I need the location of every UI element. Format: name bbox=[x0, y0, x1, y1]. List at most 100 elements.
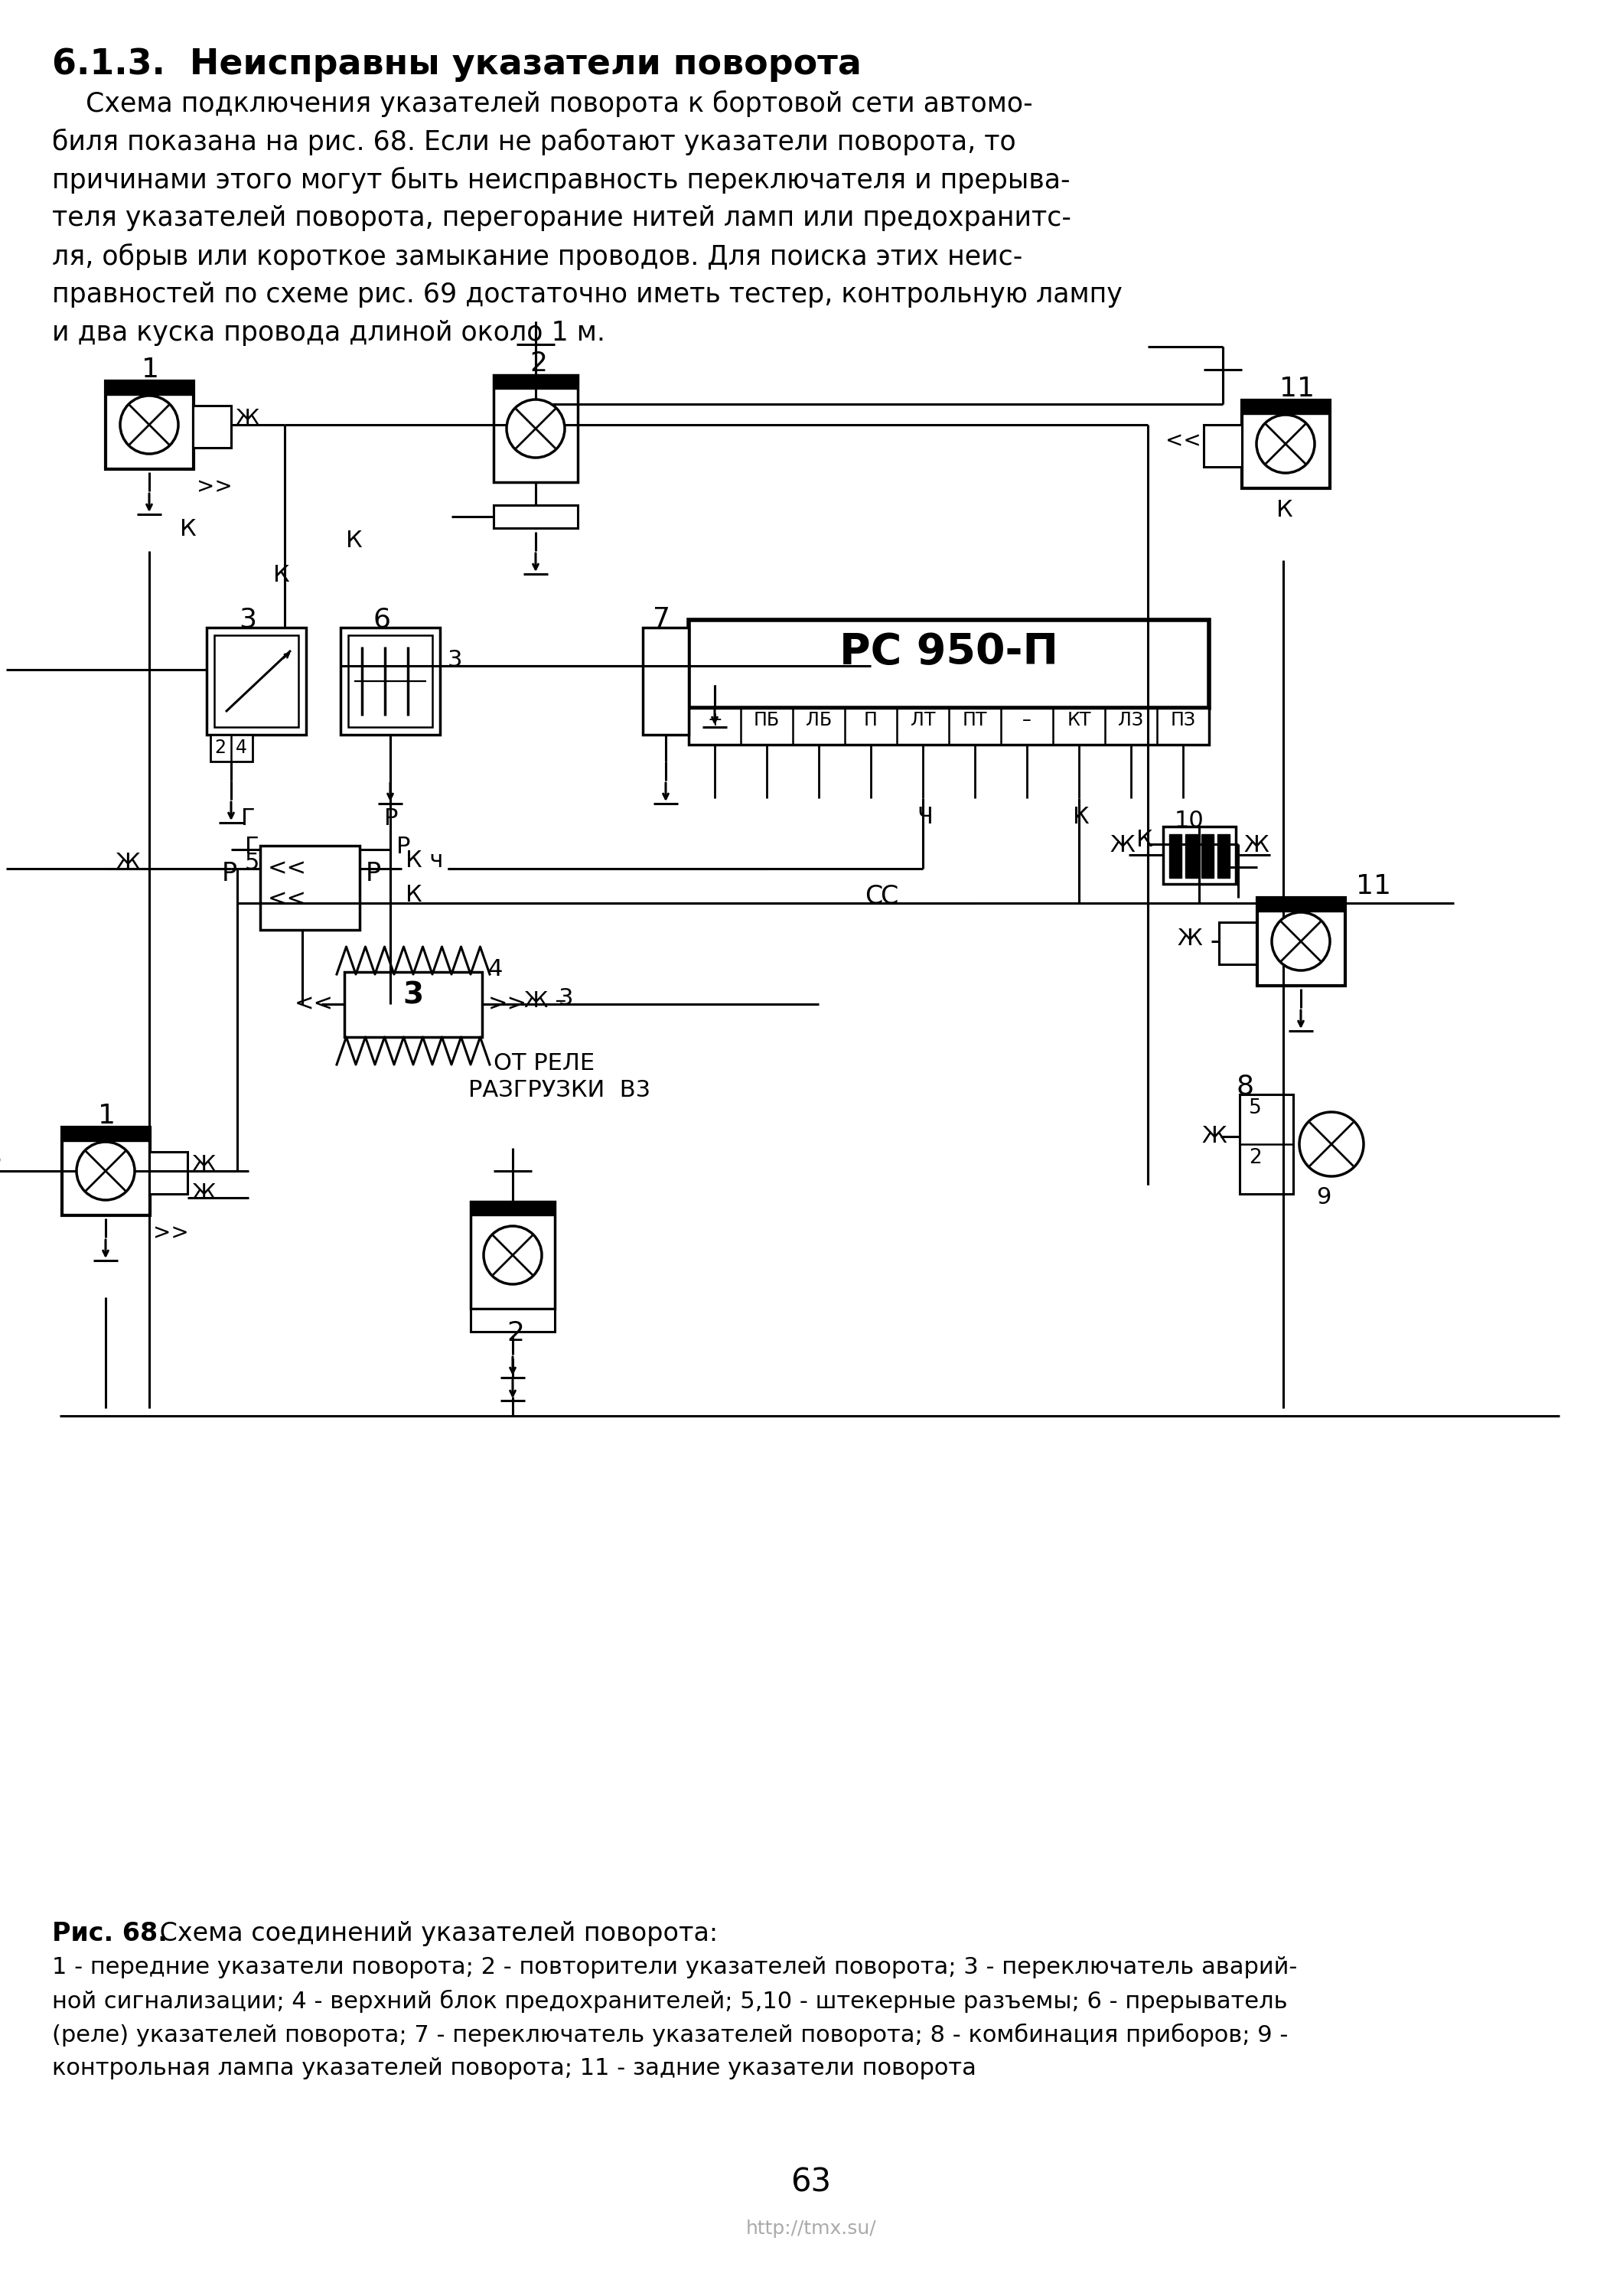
Text: причинами этого могут быть неисправность переключателя и прерыва-: причинами этого могут быть неисправность… bbox=[52, 168, 1070, 193]
Text: К: К bbox=[180, 519, 196, 540]
Circle shape bbox=[76, 1141, 135, 1201]
Text: 11: 11 bbox=[1279, 377, 1315, 402]
Text: Г: Г bbox=[245, 836, 260, 859]
Text: >>: >> bbox=[153, 1221, 188, 1244]
Text: Р: Р bbox=[365, 861, 381, 886]
Text: Ж –: Ж – bbox=[524, 990, 566, 1013]
Text: ПЗ: ПЗ bbox=[1170, 712, 1196, 730]
Bar bbox=[1169, 833, 1182, 877]
Text: –: – bbox=[1022, 712, 1031, 730]
Bar bbox=[260, 845, 360, 930]
Bar bbox=[643, 627, 688, 735]
Bar bbox=[688, 707, 1209, 744]
Text: Ч: Ч bbox=[917, 806, 933, 829]
Text: и два куска провода длиной около 1 м.: и два куска провода длиной около 1 м. bbox=[52, 319, 605, 347]
Circle shape bbox=[120, 395, 179, 455]
Text: Схема подключения указателей поворота к бортовой сети автомо-: Схема подключения указателей поворота к … bbox=[52, 90, 1032, 117]
Text: К: К bbox=[273, 565, 291, 585]
Text: 4: 4 bbox=[489, 957, 503, 980]
Bar bbox=[211, 735, 253, 762]
Text: ПТ: ПТ bbox=[962, 712, 987, 730]
Bar bbox=[1242, 400, 1329, 489]
Text: ной сигнализации; 4 - верхний блок предохранителей; 5,10 - штекерные разъемы; 6 : ной сигнализации; 4 - верхний блок предо… bbox=[52, 1991, 1287, 2014]
Text: (реле) указателей поворота; 7 - переключатель указателей поворота; 8 - комбинаци: (реле) указателей поворота; 7 - переключ… bbox=[52, 2023, 1289, 2046]
Text: 11: 11 bbox=[1355, 872, 1391, 900]
Circle shape bbox=[484, 1226, 542, 1283]
Text: К: К bbox=[1073, 806, 1089, 829]
Text: >>: >> bbox=[489, 992, 527, 1015]
Bar bbox=[62, 1127, 149, 1215]
Text: 1 - передние указатели поворота; 2 - повторители указателей поворота; 3 - перекл: 1 - передние указатели поворота; 2 - пов… bbox=[52, 1956, 1297, 1979]
Text: Схема соединений указателей поворота:: Схема соединений указателей поворота: bbox=[151, 1922, 717, 1947]
Text: +: + bbox=[708, 712, 722, 730]
Text: 3: 3 bbox=[239, 606, 256, 631]
Circle shape bbox=[506, 400, 565, 457]
Text: 2: 2 bbox=[529, 351, 547, 377]
Bar bbox=[493, 374, 578, 482]
Bar bbox=[493, 505, 578, 528]
Text: 3: 3 bbox=[448, 650, 463, 670]
Bar bbox=[688, 620, 1209, 707]
Text: 6: 6 bbox=[373, 606, 390, 631]
Text: правностей по схеме рис. 69 достаточно иметь тестер, контрольную лампу: правностей по схеме рис. 69 достаточно и… bbox=[52, 282, 1123, 308]
Text: РАЗГРУЗКИ  В3: РАЗГРУЗКИ В3 bbox=[469, 1079, 651, 1102]
Bar bbox=[341, 627, 440, 735]
Text: 4: 4 bbox=[235, 739, 247, 758]
Text: ЛТ: ЛТ bbox=[911, 712, 935, 730]
Bar bbox=[349, 636, 432, 728]
Text: ЛБ: ЛБ bbox=[805, 712, 833, 730]
Bar bbox=[471, 1201, 555, 1215]
Text: КТ: КТ bbox=[1066, 712, 1091, 730]
Text: 5: 5 bbox=[1248, 1097, 1261, 1118]
Text: ЛЗ: ЛЗ bbox=[1118, 712, 1144, 730]
Bar bbox=[471, 1309, 555, 1332]
Bar bbox=[105, 381, 193, 468]
Text: С: С bbox=[865, 884, 883, 909]
Bar bbox=[1219, 923, 1258, 964]
Text: 3: 3 bbox=[558, 987, 573, 1010]
Text: 63: 63 bbox=[790, 2165, 831, 2197]
Bar bbox=[52, 374, 1568, 1880]
Text: Р: Р bbox=[385, 808, 398, 829]
Text: ПБ: ПБ bbox=[753, 712, 779, 730]
Bar bbox=[149, 1153, 188, 1194]
Text: П: П bbox=[863, 712, 878, 730]
Bar bbox=[1204, 425, 1242, 466]
Text: 10: 10 bbox=[1175, 810, 1204, 831]
Text: 2: 2 bbox=[214, 739, 226, 758]
Text: Ж: Ж bbox=[1201, 1125, 1227, 1148]
Bar bbox=[1258, 898, 1345, 912]
Text: К ч: К ч bbox=[406, 850, 443, 872]
Text: Ж: Ж bbox=[1110, 833, 1134, 856]
Text: <<: << bbox=[295, 992, 334, 1015]
Text: биля показана на рис. 68. Если не работают указатели поворота, то: биля показана на рис. 68. Если не работа… bbox=[52, 129, 1016, 156]
Bar bbox=[344, 971, 482, 1038]
Text: К: К bbox=[1276, 498, 1294, 521]
Bar bbox=[1217, 833, 1230, 877]
Text: 9: 9 bbox=[1316, 1187, 1331, 1208]
Bar bbox=[1258, 898, 1345, 985]
Text: Рис. 68.: Рис. 68. bbox=[52, 1922, 167, 1947]
Text: К: К bbox=[346, 530, 362, 551]
Text: Ж: Ж bbox=[192, 1182, 216, 1203]
Text: 8: 8 bbox=[1235, 1072, 1253, 1100]
Bar bbox=[1201, 833, 1214, 877]
Bar bbox=[1185, 833, 1198, 877]
Text: 1: 1 bbox=[97, 1102, 115, 1130]
Text: К: К bbox=[1136, 829, 1152, 852]
Text: Ж: Ж bbox=[192, 1155, 216, 1176]
Text: С: С bbox=[880, 884, 898, 909]
Text: Г: Г bbox=[242, 808, 255, 829]
Text: контрольная лампа указателей поворота; 11 - задние указатели поворота: контрольная лампа указателей поворота; 1… bbox=[52, 2057, 977, 2080]
Circle shape bbox=[1300, 1111, 1363, 1176]
Bar bbox=[206, 627, 307, 735]
Circle shape bbox=[1256, 416, 1315, 473]
Text: Ж: Ж bbox=[115, 852, 140, 875]
Text: теля указателей поворота, перегорание нитей ламп или предохранитс-: теля указателей поворота, перегорание ни… bbox=[52, 204, 1071, 232]
Text: Ж: Ж bbox=[1177, 928, 1203, 951]
Text: 2: 2 bbox=[1248, 1148, 1261, 1169]
Text: <<: << bbox=[1165, 429, 1201, 452]
Text: Р: Р bbox=[222, 861, 237, 886]
Bar bbox=[1240, 1095, 1294, 1194]
Bar bbox=[105, 381, 193, 395]
